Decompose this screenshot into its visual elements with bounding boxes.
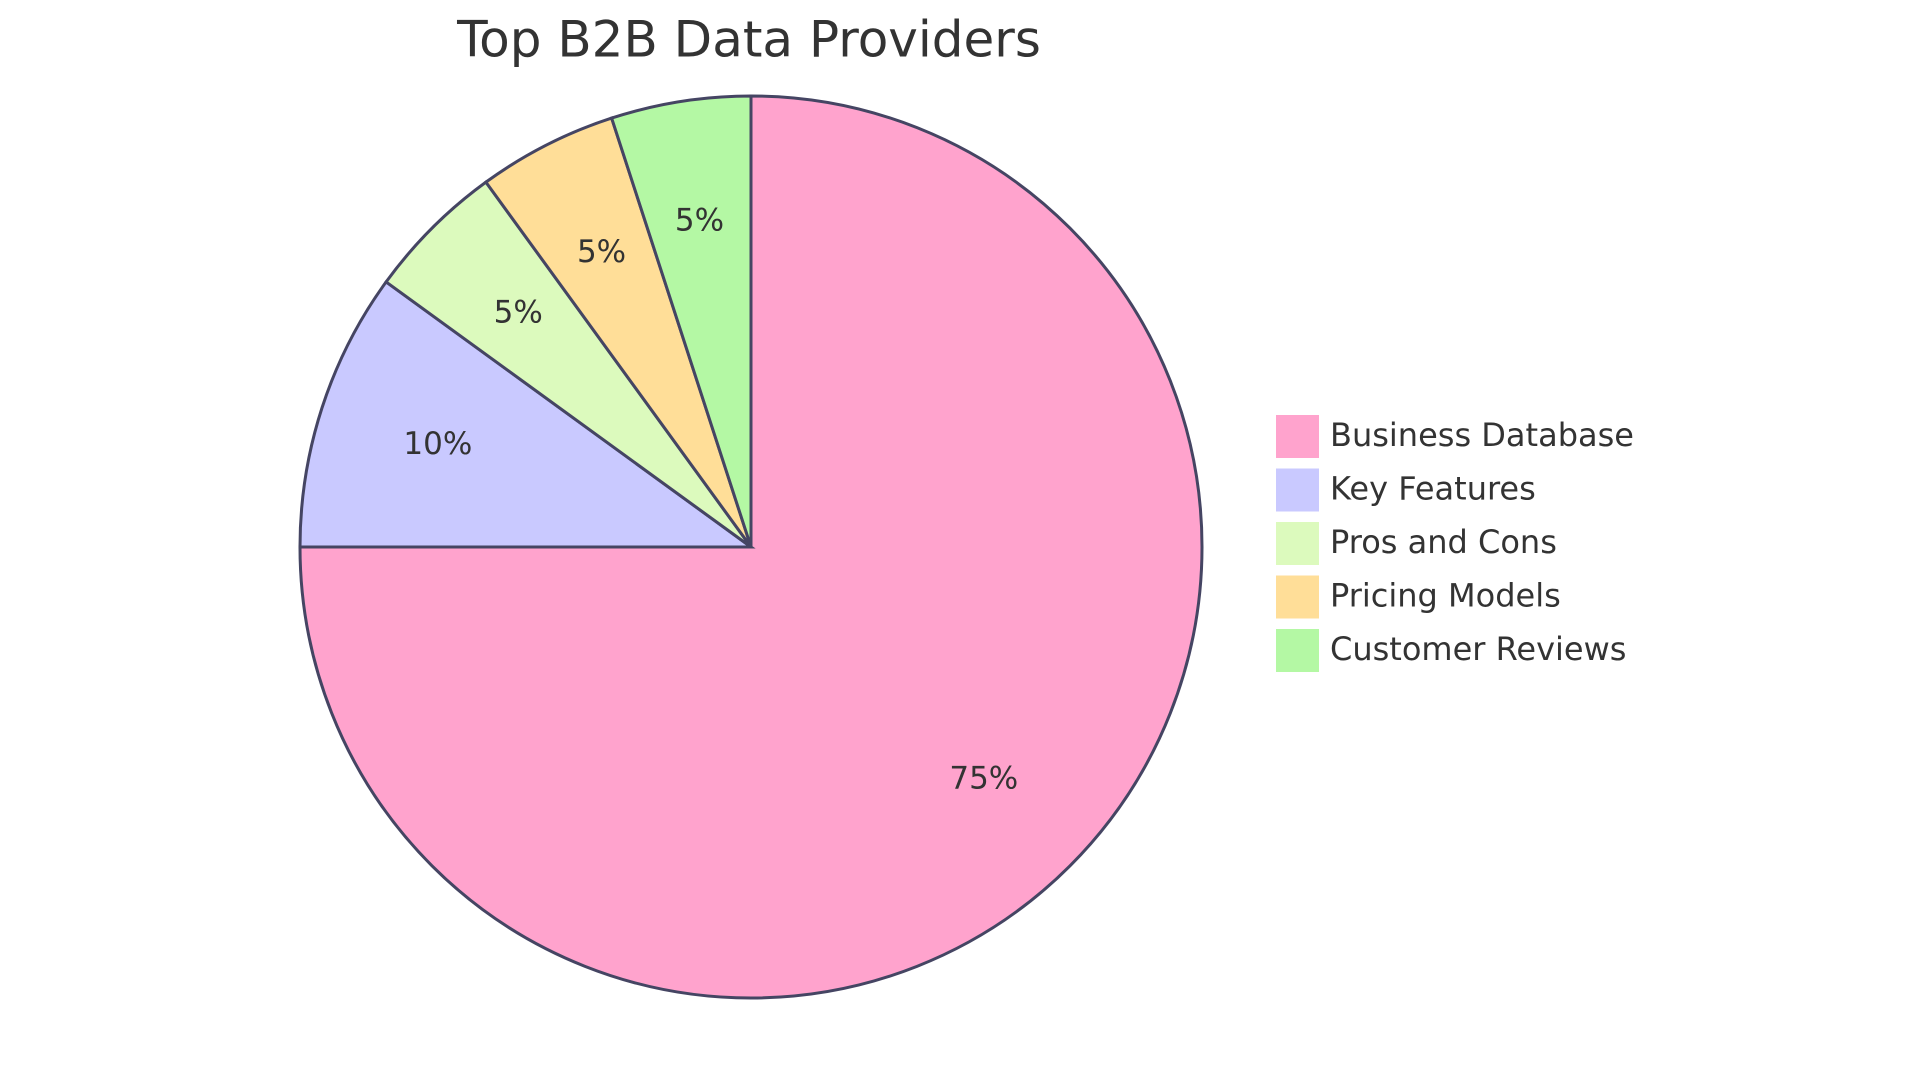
legend-swatch bbox=[1274, 413, 1321, 460]
legend-label: Pros and Cons bbox=[1330, 523, 1557, 561]
legend-swatch bbox=[1274, 466, 1321, 514]
legend-label: Business Database bbox=[1330, 416, 1634, 454]
legend-label: Customer Reviews bbox=[1330, 630, 1626, 668]
chart-title: Top B2B Data Providers bbox=[456, 11, 1041, 69]
pie-slice bbox=[483, 116, 753, 548]
pie-slice bbox=[298, 94, 1204, 1000]
slice-label: 10% bbox=[403, 426, 472, 462]
legend-label: Key Features bbox=[1330, 470, 1536, 508]
legend-swatch bbox=[1274, 627, 1321, 674]
pie-slice bbox=[609, 94, 753, 548]
pie-slice bbox=[298, 279, 756, 549]
slice-label: 75% bbox=[949, 760, 1018, 796]
pie-slice bbox=[384, 180, 753, 549]
legend-label: Pricing Models bbox=[1330, 577, 1561, 615]
legend-swatch bbox=[1274, 573, 1321, 621]
slice-label: 5% bbox=[494, 295, 543, 331]
legend-swatch bbox=[1274, 520, 1321, 567]
slice-label: 5% bbox=[577, 234, 626, 270]
slice-label: 5% bbox=[675, 202, 724, 238]
